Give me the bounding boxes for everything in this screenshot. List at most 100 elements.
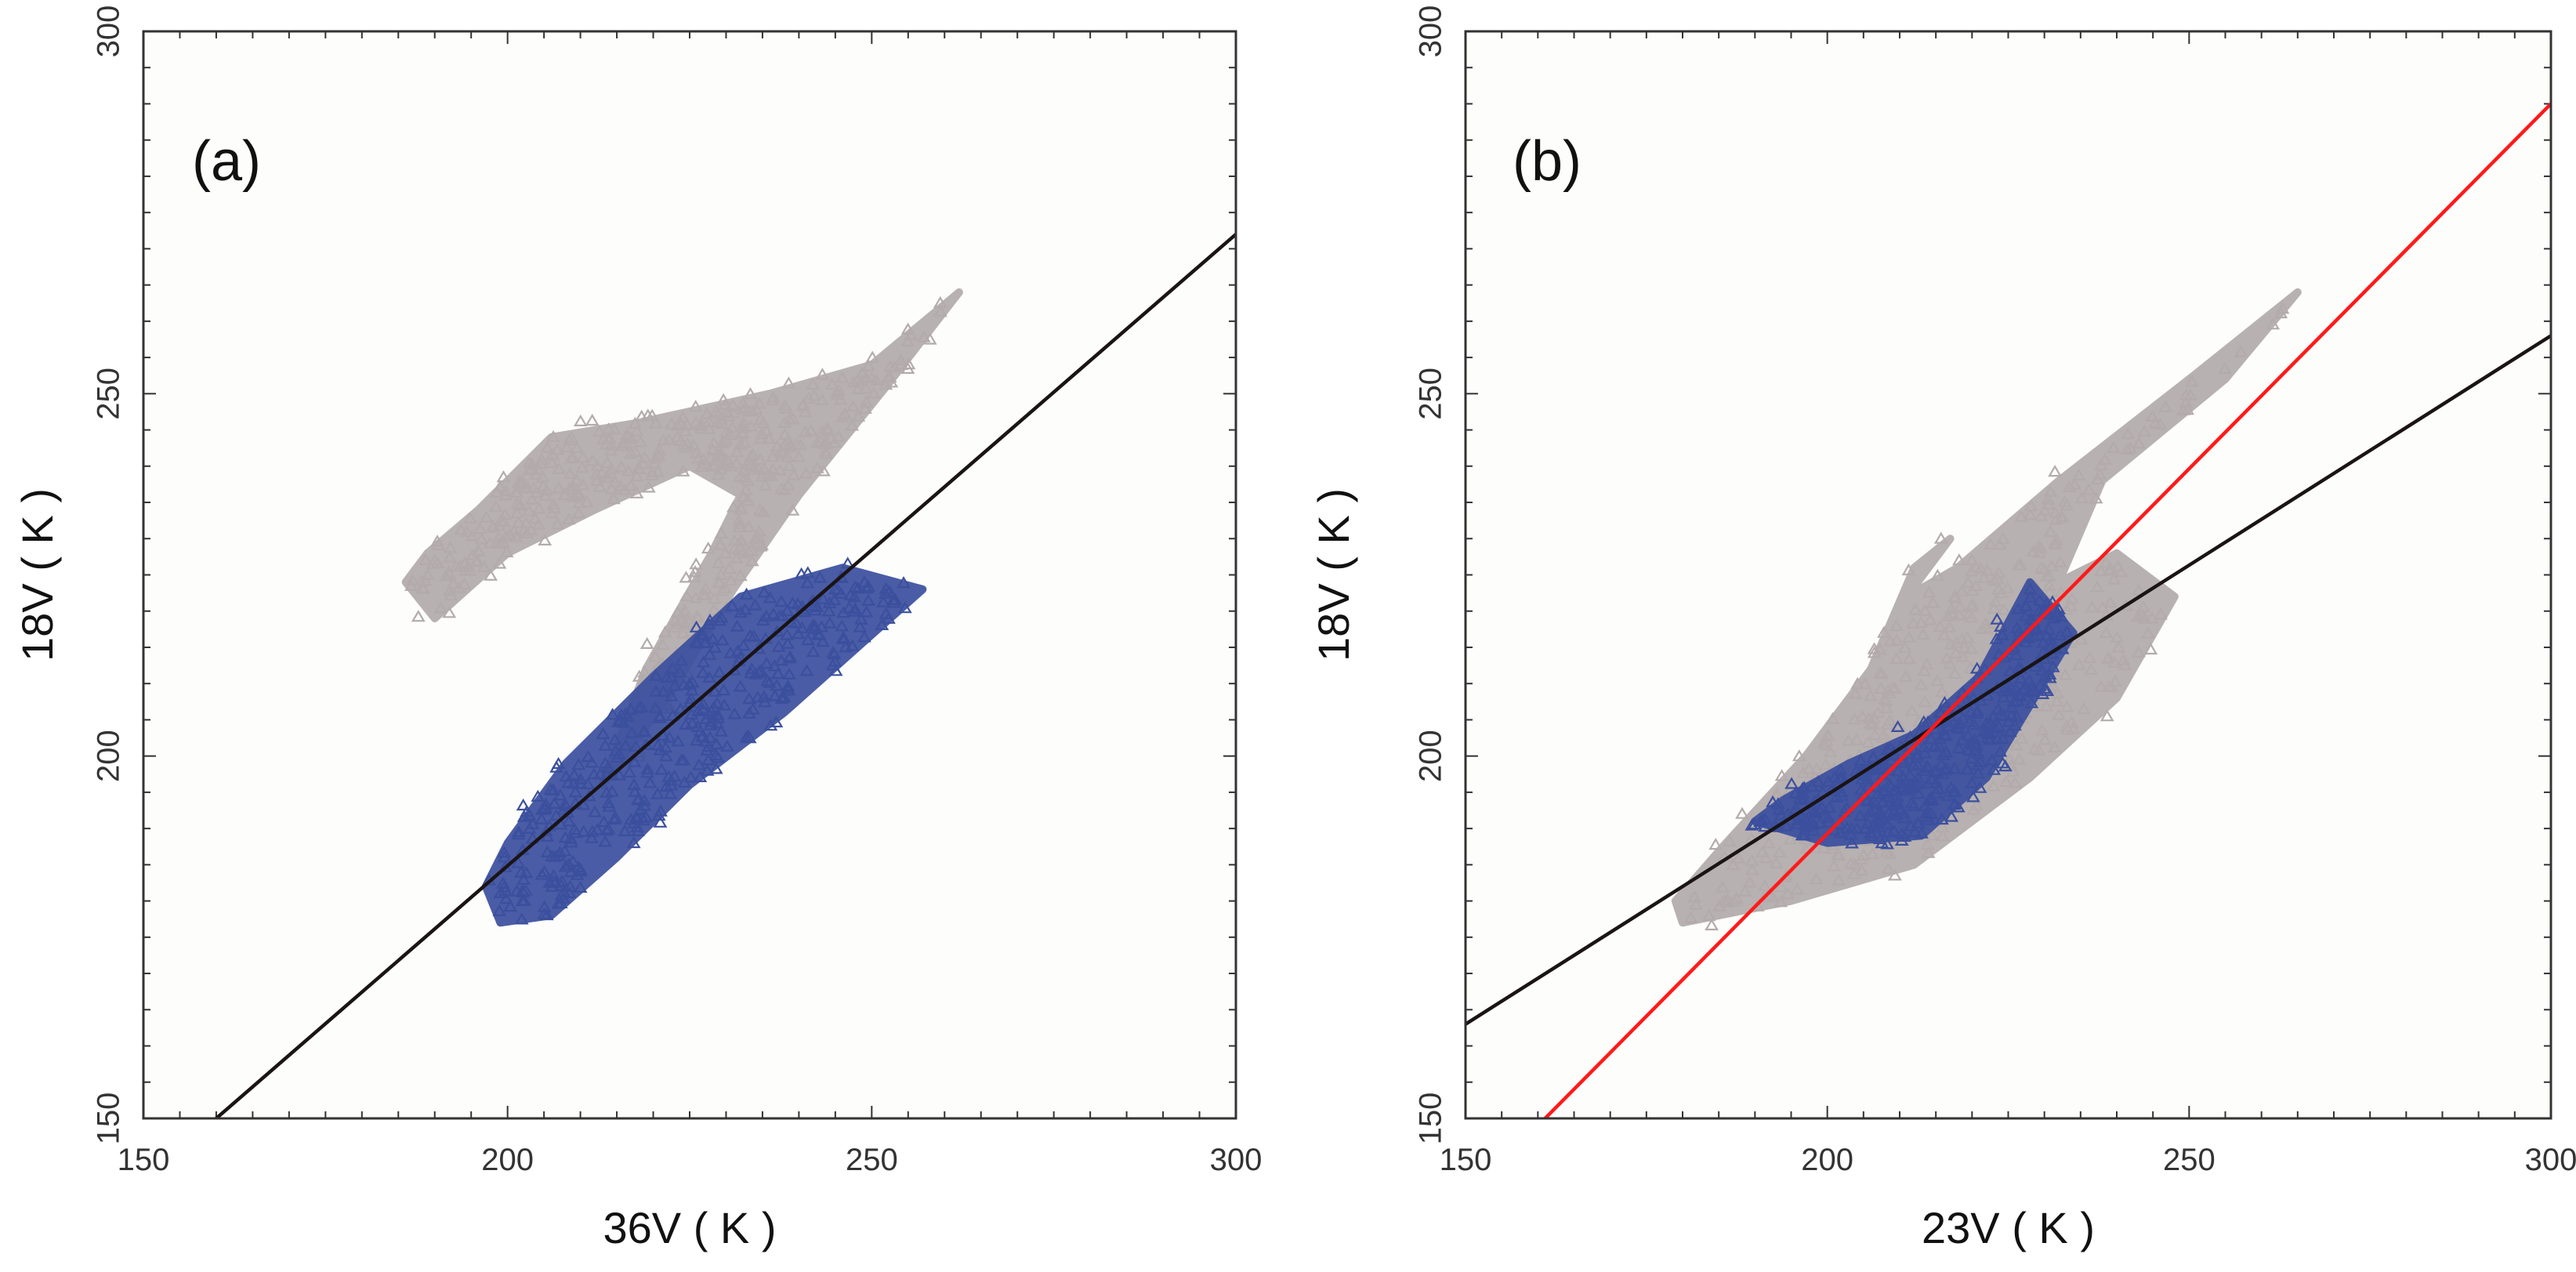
triangle-marker bbox=[1924, 792, 1939, 804]
triangle-marker bbox=[649, 669, 664, 681]
triangle-marker bbox=[1906, 616, 1921, 629]
triangle-marker bbox=[730, 551, 744, 564]
triangle-marker bbox=[851, 409, 866, 422]
triangle-marker bbox=[520, 526, 534, 538]
triangle-marker bbox=[672, 665, 687, 678]
triangle-marker bbox=[739, 587, 754, 600]
triangle-marker bbox=[800, 566, 815, 578]
triangle-marker bbox=[759, 424, 774, 437]
triangle-marker bbox=[2179, 396, 2194, 408]
triangle-marker bbox=[1755, 845, 1770, 857]
triangle-marker bbox=[573, 772, 588, 785]
triangle-marker bbox=[810, 436, 824, 448]
triangle-marker bbox=[529, 486, 544, 498]
triangle-marker bbox=[509, 496, 524, 509]
triangle-marker bbox=[555, 874, 570, 886]
triangle-marker bbox=[754, 427, 769, 440]
triangle-marker bbox=[663, 787, 678, 799]
triangle-marker bbox=[712, 614, 727, 626]
triangle-marker bbox=[643, 776, 658, 788]
triangle-marker bbox=[573, 414, 588, 426]
triangle-marker bbox=[782, 412, 797, 425]
triangle-marker bbox=[2071, 468, 2086, 480]
triangle-marker bbox=[1966, 737, 1981, 749]
triangle-marker bbox=[656, 684, 671, 698]
triangle-marker bbox=[514, 912, 529, 925]
triangle-marker bbox=[1864, 717, 1879, 730]
triangle-marker bbox=[687, 570, 701, 582]
triangle-marker bbox=[2176, 403, 2191, 415]
triangle-marker bbox=[840, 556, 855, 569]
triangle-marker bbox=[1995, 628, 2010, 640]
triangle-marker bbox=[1919, 657, 1934, 670]
triangle-marker bbox=[1965, 597, 1980, 610]
triangle-marker bbox=[799, 466, 813, 479]
triangle-marker bbox=[2106, 440, 2121, 453]
triangle-marker bbox=[765, 450, 780, 462]
triangle-marker bbox=[775, 690, 790, 703]
triangle-marker bbox=[602, 799, 617, 812]
triangle-marker bbox=[575, 478, 590, 491]
triangle-marker bbox=[1774, 880, 1788, 893]
triangle-marker bbox=[1992, 538, 2007, 550]
triangle-marker bbox=[838, 408, 853, 420]
triangle-marker bbox=[828, 436, 842, 448]
triangle-marker bbox=[691, 611, 706, 623]
triangle-marker bbox=[1965, 584, 1980, 596]
triangle-marker bbox=[745, 661, 759, 675]
triangle-marker bbox=[695, 701, 710, 715]
triangle-marker bbox=[2089, 491, 2103, 504]
triangle-marker bbox=[2009, 621, 2024, 633]
triangle-marker bbox=[755, 469, 770, 482]
triangle-marker bbox=[1983, 733, 1998, 745]
triangle-marker bbox=[689, 620, 704, 632]
triangle-marker bbox=[2042, 578, 2056, 591]
triangle-marker bbox=[900, 361, 915, 374]
triangle-marker bbox=[690, 610, 705, 622]
triangle-marker bbox=[632, 462, 647, 474]
triangle-marker bbox=[730, 444, 745, 458]
triangle-marker bbox=[853, 612, 868, 625]
triangle-marker bbox=[2116, 653, 2131, 665]
triangle-marker bbox=[585, 413, 600, 426]
triangle-marker bbox=[900, 334, 915, 347]
triangle-marker bbox=[1802, 762, 1817, 774]
panel-label: (a) bbox=[192, 130, 261, 193]
triangle-marker bbox=[694, 459, 708, 473]
triangle-marker bbox=[1908, 824, 1922, 837]
triangle-marker bbox=[629, 424, 644, 437]
triangle-marker bbox=[658, 625, 672, 638]
triangle-marker bbox=[842, 600, 857, 614]
triangle-marker bbox=[2275, 302, 2290, 314]
triangle-marker bbox=[800, 576, 815, 589]
triangle-marker bbox=[511, 856, 526, 868]
triangle-marker bbox=[415, 581, 430, 593]
triangle-marker bbox=[2114, 565, 2129, 578]
triangle-marker bbox=[623, 702, 638, 715]
triangle-marker bbox=[2006, 694, 2021, 708]
triangle-marker bbox=[624, 431, 639, 444]
triangle-marker bbox=[2009, 682, 2023, 694]
triangle-marker bbox=[647, 456, 662, 469]
triangle-marker bbox=[625, 726, 639, 738]
triangle-marker bbox=[1879, 694, 1893, 707]
triangle-marker bbox=[503, 900, 518, 912]
triangle-marker bbox=[2039, 699, 2054, 712]
triangle-marker bbox=[821, 604, 836, 617]
triangle-marker bbox=[734, 605, 748, 618]
triangle-marker bbox=[569, 473, 584, 486]
triangle-marker bbox=[1792, 749, 1806, 762]
triangle-marker bbox=[1937, 696, 1952, 708]
triangle-marker bbox=[473, 521, 487, 535]
triangle-marker bbox=[853, 620, 868, 632]
triangle-marker bbox=[628, 416, 643, 429]
triangle-marker bbox=[2026, 544, 2041, 556]
triangle-marker bbox=[2054, 511, 2069, 524]
x-tick-label: 150 bbox=[118, 1143, 170, 1177]
triangle-marker bbox=[641, 480, 656, 493]
triangle-marker bbox=[2046, 611, 2061, 624]
x-tick-label: 250 bbox=[846, 1143, 898, 1177]
triangle-marker bbox=[765, 393, 780, 406]
triangle-marker bbox=[730, 619, 745, 632]
triangle-marker bbox=[677, 603, 692, 616]
